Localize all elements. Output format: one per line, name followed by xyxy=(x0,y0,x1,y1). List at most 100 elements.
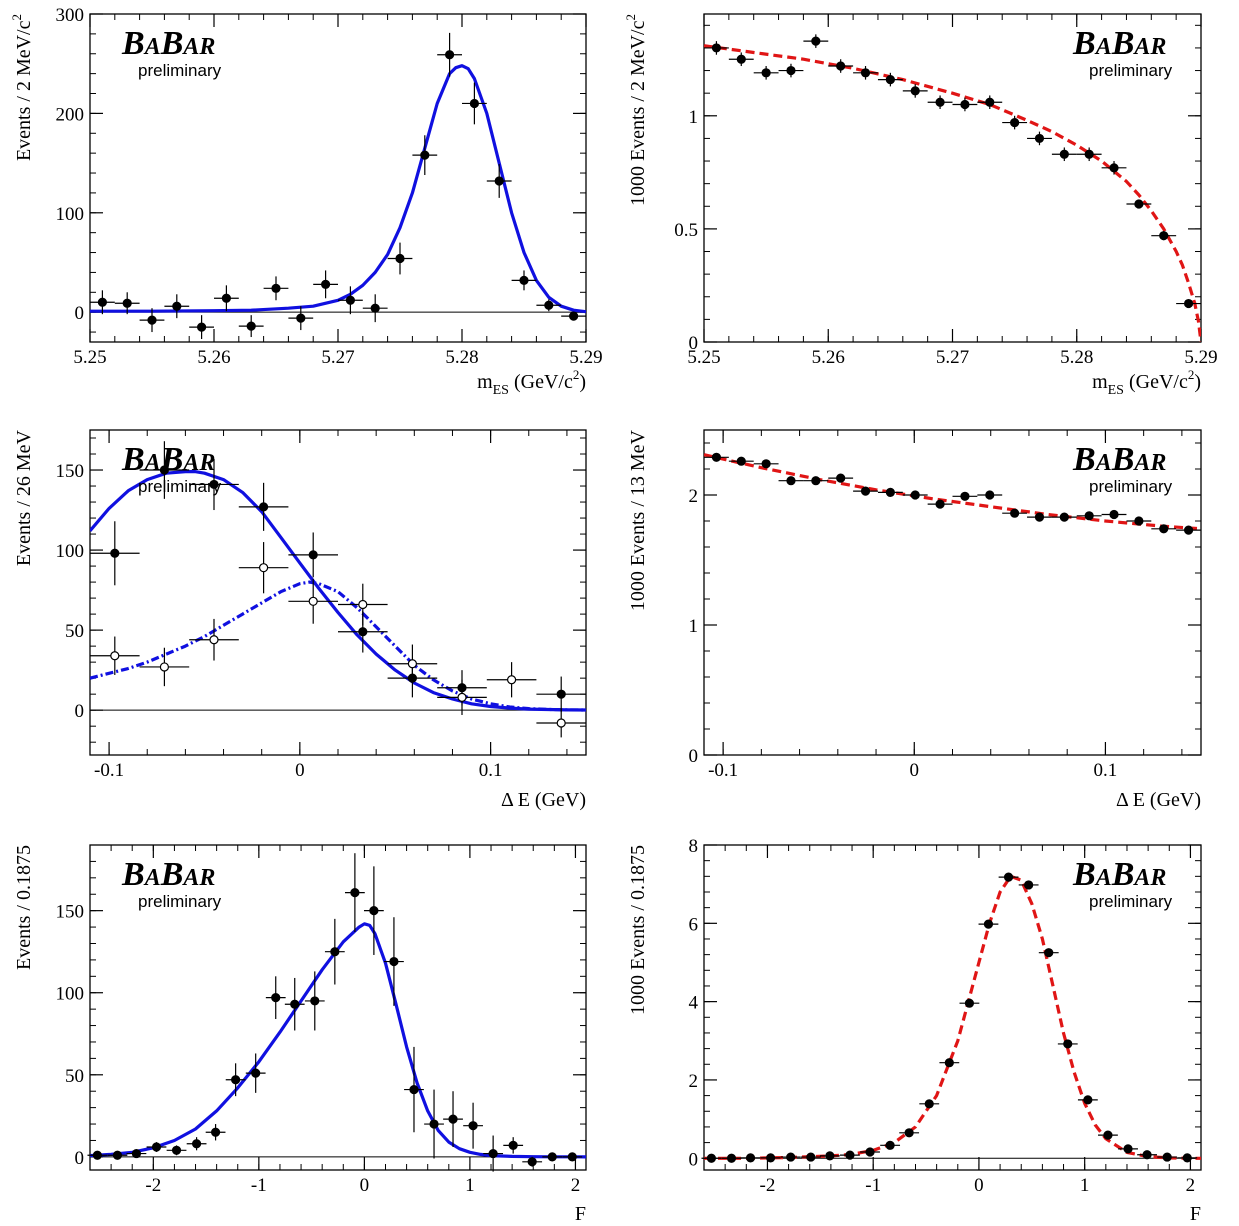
data-point xyxy=(978,919,999,929)
data-point xyxy=(483,1135,504,1172)
babar-logo-part-1: A xyxy=(143,450,161,476)
data-point xyxy=(952,491,978,501)
y-tick-label: 1 xyxy=(689,616,699,637)
x-tick-label: -2 xyxy=(760,1175,776,1196)
x-axis-label-close: ) xyxy=(579,371,586,393)
y-tick-label: 0 xyxy=(689,333,699,354)
babar-logo-part-0: B xyxy=(1072,25,1096,62)
y-axis-label-main: Events / 2 MeV/c xyxy=(13,20,35,161)
marker xyxy=(786,1152,796,1162)
y-tick-label: 4 xyxy=(689,993,699,1014)
y-tick-label: 0 xyxy=(689,746,699,767)
data-point xyxy=(189,315,214,340)
data-point xyxy=(1177,1153,1198,1163)
data-point xyxy=(363,866,384,955)
data-point xyxy=(1077,1095,1098,1105)
data-point xyxy=(344,853,365,932)
x-axis-label-sub: ES xyxy=(493,383,509,398)
y-tick-label: 0 xyxy=(75,701,85,722)
babar-logo-part-2: B xyxy=(160,25,184,62)
x-tick-label: 0.1 xyxy=(479,760,503,781)
babar-logo-part-1: A xyxy=(1094,865,1112,891)
data-point xyxy=(304,971,325,1031)
data-point xyxy=(387,242,413,275)
data-point xyxy=(189,458,239,511)
x-tick-label: 0 xyxy=(295,760,305,781)
data-point xyxy=(338,286,363,315)
marker xyxy=(409,1084,419,1095)
x-axis-label: mES (GeV/c2) xyxy=(1092,367,1201,398)
data-point xyxy=(384,917,404,1006)
y-tick-label: 0 xyxy=(75,303,85,324)
data-point xyxy=(1118,1144,1138,1154)
marker xyxy=(259,563,269,573)
data-point xyxy=(404,1046,424,1133)
data-point xyxy=(1076,511,1102,521)
babar-logo-part-2: B xyxy=(1111,441,1135,478)
marker xyxy=(568,311,579,321)
marker xyxy=(345,295,355,305)
data-point xyxy=(284,977,305,1031)
marker xyxy=(147,315,157,325)
y-tick-label: 150 xyxy=(56,461,85,482)
x-tick-label: -0.1 xyxy=(94,760,124,781)
marker xyxy=(97,297,108,307)
x-axis-label: Δ E (GeV) xyxy=(501,789,586,811)
background-fit-curve xyxy=(704,453,1201,531)
data-point xyxy=(126,1148,147,1159)
marker xyxy=(110,548,120,558)
marker xyxy=(761,68,771,78)
data-point xyxy=(90,290,115,315)
x-tick-label: 2 xyxy=(1186,1175,1196,1196)
marker xyxy=(209,635,219,645)
y-tick-label: 0.5 xyxy=(674,220,698,241)
data-point-hollow xyxy=(238,542,289,594)
data-point xyxy=(1101,509,1127,520)
x-axis-label-rest: (GeV/c xyxy=(1124,371,1188,393)
babar-logo-part-3: AR xyxy=(1132,865,1166,891)
data-point-hollow xyxy=(486,662,537,698)
data-point xyxy=(424,1089,444,1159)
marker xyxy=(924,1099,934,1109)
marker xyxy=(964,998,975,1008)
marker xyxy=(1159,231,1169,241)
data-point-hollow xyxy=(387,644,438,683)
marker xyxy=(508,1140,518,1150)
marker xyxy=(1034,512,1045,522)
marker xyxy=(865,1147,875,1157)
marker xyxy=(151,1142,162,1152)
data-point xyxy=(899,1128,920,1138)
marker xyxy=(122,298,132,308)
x-tick-label: 1 xyxy=(465,1175,475,1196)
marker xyxy=(910,86,920,96)
data-point xyxy=(778,476,804,486)
marker xyxy=(310,996,320,1006)
marker xyxy=(407,659,417,669)
y-tick-label: 8 xyxy=(689,836,699,857)
data-point xyxy=(780,1152,801,1162)
data-point xyxy=(1176,298,1201,309)
marker xyxy=(445,50,455,60)
data-point xyxy=(704,452,729,462)
babar-logo-part-1: A xyxy=(1094,450,1112,476)
babar-logo-part-0: B xyxy=(1072,856,1096,893)
data-point xyxy=(877,487,903,497)
data-point xyxy=(853,66,878,80)
marker xyxy=(1059,512,1069,522)
marker xyxy=(1123,1144,1133,1154)
data-point-hollow xyxy=(139,647,190,687)
data-point xyxy=(1002,508,1028,518)
signal-fit-curve xyxy=(90,922,586,1159)
x-tick-label: 5.28 xyxy=(445,347,478,368)
marker xyxy=(786,476,796,486)
babar-logo-part-2: B xyxy=(1111,25,1135,62)
marker xyxy=(350,888,360,898)
marker xyxy=(131,1148,142,1159)
x-axis-label-main: m xyxy=(1092,371,1108,393)
data-point xyxy=(959,998,980,1008)
marker xyxy=(1182,1153,1192,1163)
